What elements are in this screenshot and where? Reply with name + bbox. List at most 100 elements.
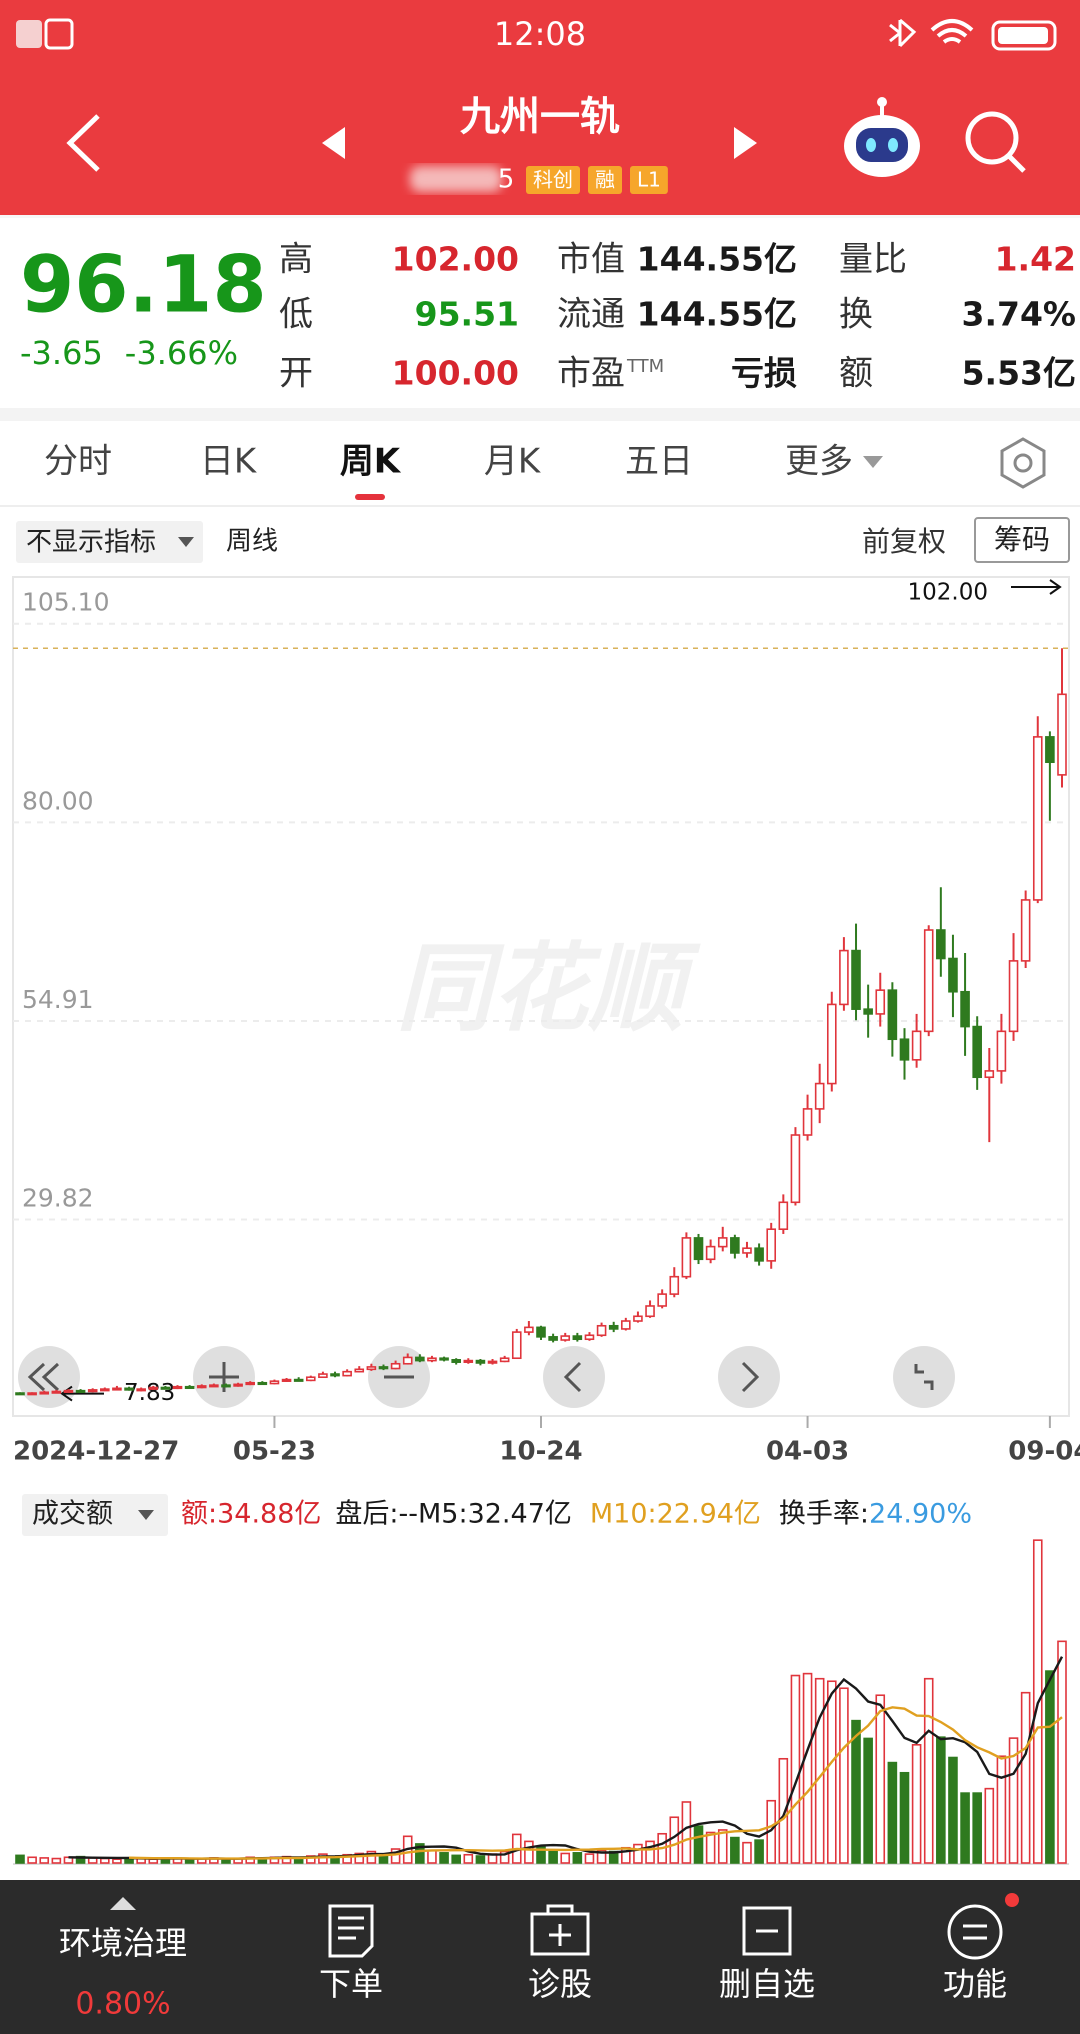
- settings-icon-center: [1013, 453, 1033, 473]
- candle-body: [63, 1389, 74, 1393]
- settings-icon[interactable]: [1000, 437, 1046, 489]
- volume-readout: 盘后:--: [335, 1499, 418, 1530]
- volume-bar: [936, 1736, 946, 1864]
- volume-bar: [463, 1853, 474, 1864]
- volume-bar: [27, 1856, 37, 1864]
- control-button[interactable]: [543, 1346, 605, 1408]
- tab[interactable]: 分时: [44, 442, 112, 482]
- nav-label[interactable]: 功能: [943, 1965, 1007, 2003]
- candle-body: [511, 1331, 522, 1360]
- candle-body: [342, 1370, 352, 1377]
- candle-body: [354, 1368, 365, 1373]
- tab[interactable]: 周K: [340, 442, 402, 482]
- remove-icon[interactable]: [742, 1906, 792, 1956]
- candle-body: [984, 1070, 995, 1079]
- ma-line: [128, 1706, 1063, 1860]
- volume-bar: [923, 1677, 934, 1864]
- notice-dot: [1005, 1893, 1019, 1907]
- candle-body: [1057, 693, 1067, 776]
- back-button[interactable]: [66, 114, 100, 172]
- candle-body: [717, 1237, 728, 1248]
- tag-label: L1: [637, 168, 661, 192]
- period-label: 周线: [226, 527, 278, 557]
- candle-body: [548, 1336, 558, 1341]
- search-icon[interactable]: [965, 111, 1019, 165]
- nav-label[interactable]: 诊股: [528, 1965, 592, 2003]
- candle-body: [451, 1359, 461, 1363]
- next-stock[interactable]: [734, 127, 757, 159]
- volume-bar: [1057, 1640, 1067, 1864]
- field-value: 3.74%: [962, 295, 1077, 334]
- candle-body: [1045, 736, 1055, 764]
- tag-label: 融: [595, 168, 615, 192]
- candle-body: [814, 1082, 825, 1110]
- high-label: 102.00: [908, 580, 988, 606]
- field-label: 量比: [839, 240, 907, 280]
- robot-antenna: [877, 97, 887, 107]
- volume-bar: [681, 1801, 692, 1864]
- candle-body: [826, 1003, 837, 1085]
- prev-stock[interactable]: [322, 127, 345, 159]
- candle-body: [887, 989, 898, 1041]
- candle-body: [463, 1359, 474, 1363]
- volume-bar: [633, 1843, 643, 1864]
- robot-face: [856, 128, 908, 162]
- candle-body: [293, 1378, 304, 1382]
- function-icon[interactable]: [947, 1904, 1003, 1960]
- indicator-select[interactable]: [16, 521, 203, 563]
- tag: [588, 166, 622, 194]
- volume-bar: [742, 1841, 752, 1864]
- candle-body: [875, 989, 886, 1015]
- volume-bar: [693, 1825, 704, 1864]
- volume-bar: [39, 1857, 50, 1864]
- control-button[interactable]: [718, 1346, 780, 1408]
- candle-body: [657, 1293, 667, 1307]
- volume-bar: [63, 1856, 74, 1864]
- status-icon: [16, 20, 42, 48]
- candle-body: [221, 1384, 231, 1388]
- order-icon[interactable]: [328, 1904, 374, 1958]
- volume-bar: [875, 1694, 886, 1864]
- change-pct: -3.66%: [125, 334, 238, 372]
- expand-arrow[interactable]: [110, 1897, 136, 1910]
- stock-code: 5: [498, 165, 515, 195]
- volume-select[interactable]: [22, 1494, 168, 1536]
- field-label: 流通: [557, 295, 625, 335]
- candle-body: [499, 1357, 510, 1363]
- candle-body: [39, 1391, 50, 1395]
- volume-bar: [572, 1852, 583, 1864]
- chips-button[interactable]: [974, 517, 1070, 563]
- volume-bar: [548, 1850, 558, 1864]
- field-value: 144.55亿: [637, 240, 797, 279]
- candle-body: [305, 1376, 316, 1382]
- candle-body: [705, 1245, 716, 1261]
- field-label: 高: [279, 240, 313, 280]
- candle-body: [172, 1385, 183, 1390]
- candle-body: [75, 1389, 86, 1393]
- control-button[interactable]: [893, 1346, 955, 1408]
- volume-bar: [863, 1737, 873, 1864]
- candle-body: [390, 1362, 401, 1370]
- control-glyph: [563, 1361, 582, 1393]
- robot-eye: [866, 138, 876, 152]
- nav-label[interactable]: 删自选: [719, 1965, 815, 2003]
- volume-readout: M5:32.47亿: [418, 1499, 572, 1530]
- tab[interactable]: 日K: [200, 442, 258, 482]
- candle-body: [281, 1378, 292, 1382]
- tag-label: 科创: [533, 168, 573, 192]
- bluetooth-icon: [889, 18, 917, 48]
- change: -3.65: [20, 334, 103, 372]
- field-label: 换: [839, 295, 873, 335]
- tab[interactable]: 月K: [484, 442, 542, 482]
- diagnose-icon[interactable]: [530, 1904, 590, 1956]
- dropdown-arrow: [863, 456, 883, 468]
- candle-body: [960, 990, 970, 1028]
- volume-bar: [427, 1849, 437, 1864]
- tab[interactable]: 更多: [785, 442, 853, 482]
- robot-icon[interactable]: [844, 97, 920, 177]
- nav-label[interactable]: 下单: [319, 1965, 383, 2003]
- tab[interactable]: 五日: [625, 442, 693, 482]
- x-tick-label: 09-04: [1008, 1437, 1080, 1467]
- nav-label[interactable]: 环境治理: [59, 1924, 187, 1962]
